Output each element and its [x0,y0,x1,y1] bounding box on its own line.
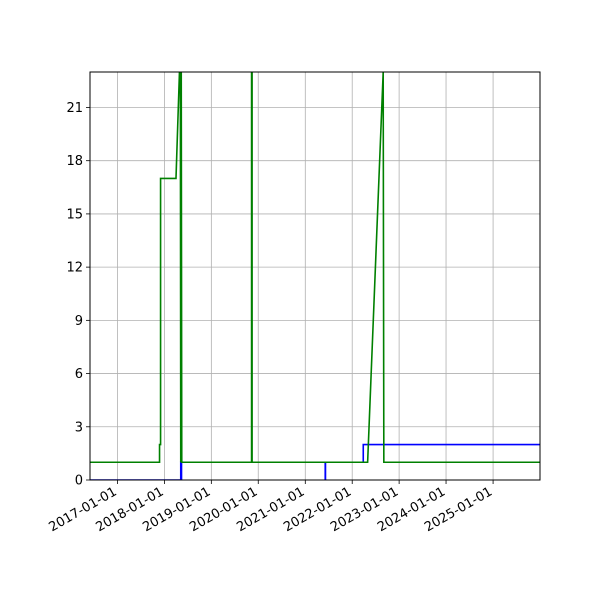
y-tick-label: 18 [66,154,83,169]
y-tick-label: 15 [66,207,83,222]
y-tick-label: 6 [75,367,83,382]
y-axis: 0 3 6 9 12 15 18 21 [66,101,90,489]
y-tick-label: 21 [66,101,83,116]
series-group [90,72,540,480]
plot-area [90,72,540,480]
y-tick-label: 12 [66,261,83,276]
x-axis: 2017-01-012018-01-012019-01-012020-01-01… [47,480,495,535]
series-line-2 [90,72,540,464]
plot-frame [89,71,541,481]
y-tick-label: 3 [75,420,83,435]
gridlines [90,72,540,481]
y-tick-label: 9 [75,314,83,329]
y-tick-label: 0 [75,474,83,489]
